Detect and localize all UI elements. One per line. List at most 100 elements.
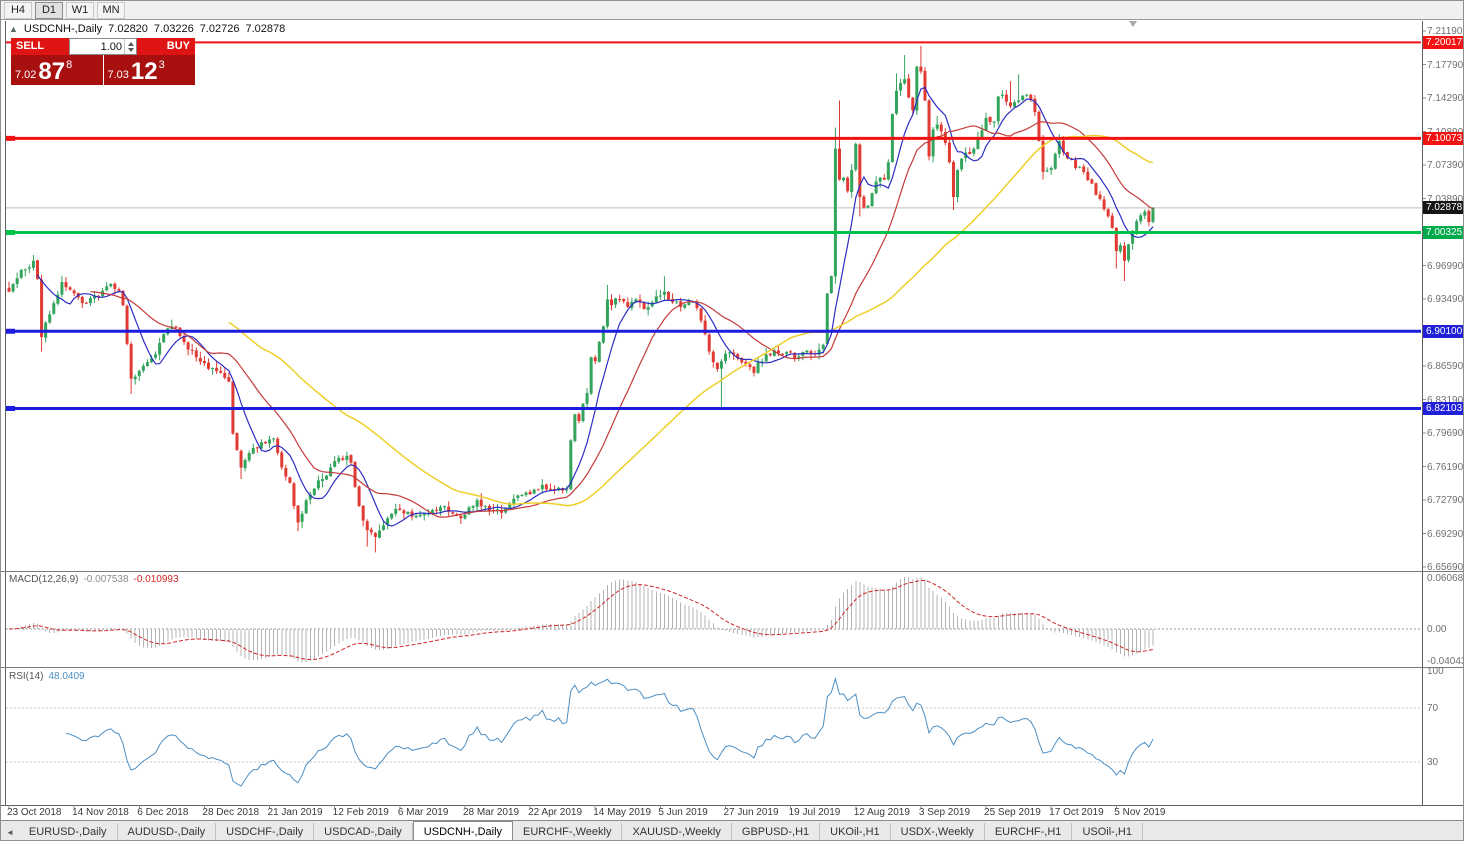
moving-average-8 xyxy=(37,86,1154,527)
tab-xauusd-weekly[interactable]: XAUUSD-,Weekly xyxy=(622,823,732,840)
volume-input[interactable]: 1.00 xyxy=(69,38,137,55)
macd-axis-label: 0.00 xyxy=(1427,624,1447,635)
one-click-trading-panel: SELL 1.00 BUY 7.02 87 8 7.03 12 3 xyxy=(11,38,195,85)
price-axis-tick: 6.83190 xyxy=(1427,394,1464,406)
macd-indicator-label: MACD(12,26,9) -0.007538 -0.010993 xyxy=(9,574,179,585)
date-label: 28 Mar 2019 xyxy=(462,807,520,818)
macd-axis-label: -0.040431 xyxy=(1427,656,1463,667)
tab-usdx-weekly[interactable]: USDX-,Weekly xyxy=(891,823,985,840)
date-label: 19 Jul 2019 xyxy=(788,807,841,818)
ask-price-small: 7.03 xyxy=(107,69,129,81)
price-axis-tick: 6.65690 xyxy=(1427,562,1464,573)
chart-shift-marker[interactable] xyxy=(1129,21,1137,27)
rsi-axis-label: 100 xyxy=(1427,666,1444,677)
macd-histogram xyxy=(12,577,1154,663)
price-axis-tick: 6.72790 xyxy=(1427,495,1464,506)
bid-price-sup: 8 xyxy=(66,59,73,71)
macd-axis-label: 0.060687 xyxy=(1427,573,1464,584)
price-axis-tick: 7.03890 xyxy=(1427,193,1464,205)
sell-button[interactable]: SELL xyxy=(11,38,69,55)
price-badge: 6.82103 xyxy=(1423,401,1463,415)
tab-eurusd-daily[interactable]: EURUSD-,Daily xyxy=(19,823,118,840)
date-label: 22 Apr 2019 xyxy=(528,807,583,818)
tab-gbpusd-h1[interactable]: GBPUSD-,H1 xyxy=(732,823,821,840)
price-axis-tick: 6.93490 xyxy=(1427,294,1464,305)
tab-usoil-h1[interactable]: USOil-,H1 xyxy=(1072,823,1143,840)
oct-toggle-icon[interactable]: ▲ xyxy=(9,24,18,34)
timeframe-button-d1[interactable]: D1 xyxy=(35,1,63,19)
bid-price-big: 87 xyxy=(38,58,66,85)
date-label: 12 Aug 2019 xyxy=(853,807,910,818)
macd-title: MACD(12,26,9) xyxy=(9,574,79,585)
bid-price-small: 7.02 xyxy=(15,69,37,81)
rsi-axis-label: 30 xyxy=(1427,757,1439,768)
date-label: 5 Jun 2019 xyxy=(658,807,708,818)
moving-average-55 xyxy=(228,134,1154,507)
timeframe-button-mn[interactable]: MN xyxy=(97,1,125,19)
ask-price-button[interactable]: 7.03 12 3 xyxy=(103,55,195,85)
ohlc-close: 7.02878 xyxy=(245,23,286,35)
price-axis[interactable]: 7.211907.177907.142907.108907.073907.038… xyxy=(1422,21,1464,805)
chart-info-line: ▲ USDCNH-,Daily 7.02820 7.03226 7.02726 … xyxy=(9,23,285,35)
tab-eurchf-weekly[interactable]: EURCHF-,Weekly xyxy=(513,823,623,840)
ask-price-big: 12 xyxy=(130,58,158,85)
macd-signal-value: -0.010993 xyxy=(133,574,179,585)
hline-left-marker xyxy=(6,405,15,411)
timeframe-button-w1[interactable]: W1 xyxy=(66,1,94,19)
price-axis-tick: 6.96990 xyxy=(1427,260,1464,272)
date-label: 6 Dec 2018 xyxy=(137,807,189,818)
tab-scroll-left-icon[interactable]: ◄ xyxy=(6,828,14,837)
date-label: 25 Sep 2019 xyxy=(984,807,1041,818)
timeframe-button-h4[interactable]: H4 xyxy=(4,1,32,19)
price-badge: 7.02878 xyxy=(1423,201,1463,215)
tab-usdchf-daily[interactable]: USDCHF-,Daily xyxy=(216,823,315,840)
volume-spinner[interactable] xyxy=(124,39,136,54)
moving-average-21 xyxy=(90,121,1154,518)
rsi-pane xyxy=(6,676,1421,787)
ohlc-low: 7.02726 xyxy=(199,23,240,35)
price-axis-tick: 6.86590 xyxy=(1427,361,1464,372)
price-badge: 7.00325 xyxy=(1423,226,1463,239)
price-axis-tick: 7.14290 xyxy=(1427,93,1464,104)
hline-left-marker xyxy=(6,135,15,141)
price-axis-tick: 6.79690 xyxy=(1427,428,1464,439)
tab-ukoil-h1[interactable]: UKOil-,H1 xyxy=(820,823,891,840)
timeframe-toolbar: H4 D1 W1 MN xyxy=(1,1,1463,20)
date-label: 14 May 2019 xyxy=(593,807,652,818)
rsi-value: 48.0409 xyxy=(48,671,85,682)
macd-signal-line xyxy=(8,580,1154,661)
main-price-pane xyxy=(6,41,1421,553)
hline-left-marker xyxy=(6,328,15,334)
macd-pane xyxy=(6,577,1421,663)
price-axis-tick: 7.17790 xyxy=(1427,59,1464,71)
ask-price-sup: 3 xyxy=(158,59,165,71)
date-label: 28 Dec 2018 xyxy=(202,807,260,818)
spinner-down-icon[interactable] xyxy=(127,47,134,52)
rsi-indicator-label: RSI(14) 48.0409 xyxy=(9,671,85,682)
tab-eurchf-h1[interactable]: EURCHF-,H1 xyxy=(985,823,1073,840)
ohlc-high: 7.03226 xyxy=(153,23,194,35)
symbol-period-label: USDCNH-,Daily xyxy=(23,23,103,35)
date-axis[interactable]: 23 Oct 2018 14 Nov 2018 6 Dec 2018 28 Dec 2… xyxy=(1,806,1463,820)
price-axis-tick: 7.21190 xyxy=(1427,26,1463,37)
volume-value: 1.00 xyxy=(100,40,122,53)
date-label: 12 Feb 2019 xyxy=(332,807,389,818)
price-axis-tick: 6.76190 xyxy=(1427,461,1464,473)
tab-usdcnh-daily[interactable]: USDCNH-,Daily xyxy=(412,821,514,840)
tab-audusd-daily[interactable]: AUDUSD-,Daily xyxy=(118,823,217,840)
hline-left-marker xyxy=(6,230,15,236)
chart-frame xyxy=(1,21,1463,808)
date-label: 21 Jan 2019 xyxy=(267,807,323,818)
buy-button[interactable]: BUY xyxy=(137,38,195,55)
candles-layer xyxy=(7,45,1155,553)
price-badge: 6.90100 xyxy=(1423,324,1463,338)
tab-usdcad-daily[interactable]: USDCAD-,Daily xyxy=(314,823,413,840)
spinner-up-icon[interactable] xyxy=(127,41,134,46)
rsi-title: RSI(14) xyxy=(9,671,44,682)
rsi-line xyxy=(65,676,1154,787)
bid-price-button[interactable]: 7.02 87 8 xyxy=(11,55,103,85)
ohlc-open: 7.02820 xyxy=(108,23,148,35)
date-label: 5 Nov 2019 xyxy=(1114,807,1166,818)
